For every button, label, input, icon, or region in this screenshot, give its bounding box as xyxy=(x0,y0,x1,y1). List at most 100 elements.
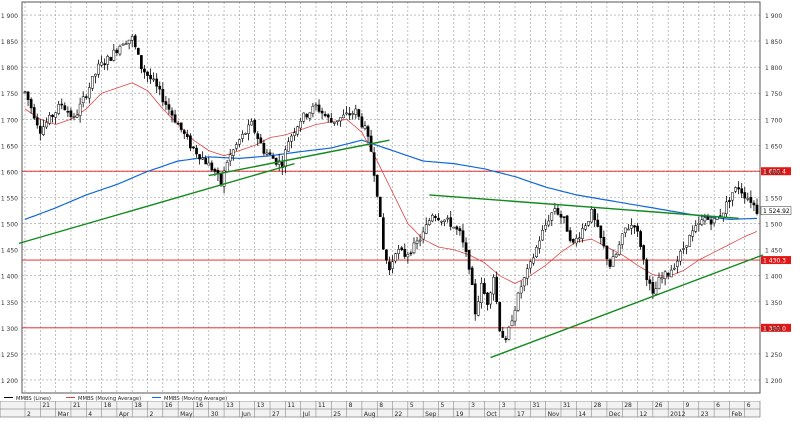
candle-body xyxy=(388,261,391,271)
candle-body xyxy=(391,261,394,269)
candle-body xyxy=(556,208,560,215)
candle-body xyxy=(97,63,100,75)
candle-body xyxy=(568,230,572,241)
candle-body xyxy=(461,230,465,243)
candle-body xyxy=(204,158,208,165)
candle-body xyxy=(124,43,128,45)
last-price-tag xyxy=(760,206,792,215)
candle-body xyxy=(152,78,155,81)
candle-body xyxy=(709,219,713,225)
x-tick-label: 5 xyxy=(410,402,414,409)
candle-body xyxy=(271,155,275,159)
candle-body xyxy=(712,218,716,224)
candle-body xyxy=(525,268,529,279)
candle-body xyxy=(464,242,468,252)
candle-body xyxy=(176,122,180,125)
x-tick-label: 4 xyxy=(88,411,92,418)
candle-body xyxy=(155,78,159,87)
candle-body xyxy=(231,149,235,156)
candle-body xyxy=(308,112,312,119)
candle-body xyxy=(544,225,548,230)
candle-body xyxy=(587,221,590,226)
x-tick-label: 12 xyxy=(640,411,648,418)
candle-body xyxy=(728,200,731,202)
y-tick-label-right: 1 250 xyxy=(765,352,782,359)
y-tick-label-right: 1 850 xyxy=(765,39,782,46)
candle-body xyxy=(510,320,514,327)
candle-body xyxy=(697,223,701,225)
candle-body xyxy=(149,74,152,80)
candle-body xyxy=(590,209,593,223)
candle-body xyxy=(486,292,489,305)
candle-body xyxy=(42,126,45,135)
candle-body xyxy=(259,137,263,144)
candle-body xyxy=(412,242,416,254)
y-tick-label-right: 1 400 xyxy=(765,274,782,281)
candle-body xyxy=(519,286,523,294)
candle-body xyxy=(752,202,756,206)
candle-body xyxy=(69,110,73,118)
candle-body xyxy=(513,309,517,322)
x-tick-label: 13 xyxy=(226,402,234,409)
y-tick-label-left: 1 450 xyxy=(1,248,18,255)
candle-body xyxy=(599,225,603,239)
candle-body xyxy=(737,187,740,190)
x-tick-label: Nov xyxy=(548,411,560,418)
y-tick-label-left: 1 800 xyxy=(1,65,18,72)
candle-body xyxy=(130,36,134,41)
candle-body xyxy=(672,267,676,270)
candle-body xyxy=(210,162,214,171)
candle-body xyxy=(427,220,431,225)
candle-body xyxy=(424,224,428,234)
y-tick-label-right: 1 650 xyxy=(765,143,782,150)
y-tick-label-left: 1 200 xyxy=(1,378,18,385)
trend-line xyxy=(208,139,390,177)
x-tick-label: Apr xyxy=(119,411,130,418)
x-tick-label: Sep xyxy=(425,411,437,418)
candle-body xyxy=(354,108,358,115)
candle-body xyxy=(314,104,318,107)
candle-body xyxy=(483,283,486,294)
candle-body xyxy=(100,61,103,66)
candle-body xyxy=(63,105,67,111)
candle-body xyxy=(109,57,113,61)
y-tick-label-left: 1 700 xyxy=(1,117,18,124)
candle-body xyxy=(48,114,51,124)
candle-body xyxy=(679,250,682,262)
y-tick-label-left: 1 550 xyxy=(1,196,18,203)
x-tick-label: Oct xyxy=(486,411,497,418)
candle-body xyxy=(72,116,76,118)
candle-body xyxy=(198,154,201,160)
x-tick-label: 5 xyxy=(440,402,444,409)
candle-body xyxy=(507,327,511,340)
candle-body xyxy=(676,260,679,267)
candle-body xyxy=(247,124,250,134)
x-tick-label: 21 xyxy=(73,402,81,409)
legend-label: MMBS (Lines) xyxy=(16,396,51,402)
candle-body xyxy=(449,217,453,227)
candle-body xyxy=(143,68,146,73)
candle-body xyxy=(541,230,544,241)
x-tick-label: 26 xyxy=(655,402,663,409)
candle-body xyxy=(571,238,575,243)
candle-body xyxy=(743,192,747,199)
candle-body xyxy=(339,117,342,122)
candle-body xyxy=(66,111,70,113)
candle-body xyxy=(161,89,165,103)
candle-body xyxy=(694,225,698,232)
x-tick-label: Jul xyxy=(302,411,311,418)
candle-body xyxy=(608,259,612,267)
y-tick-label-left: 1 600 xyxy=(1,169,18,176)
candle-body xyxy=(189,135,192,149)
candle-body xyxy=(682,248,685,250)
x-tick-label: 30 xyxy=(211,411,219,418)
candle-body xyxy=(654,288,658,295)
candle-body xyxy=(213,169,217,172)
candle-body xyxy=(363,125,367,129)
candle-body xyxy=(648,279,652,284)
candle-body xyxy=(446,217,450,220)
candle-body xyxy=(320,110,324,114)
candle-body xyxy=(443,219,446,222)
candle-body xyxy=(60,103,64,106)
